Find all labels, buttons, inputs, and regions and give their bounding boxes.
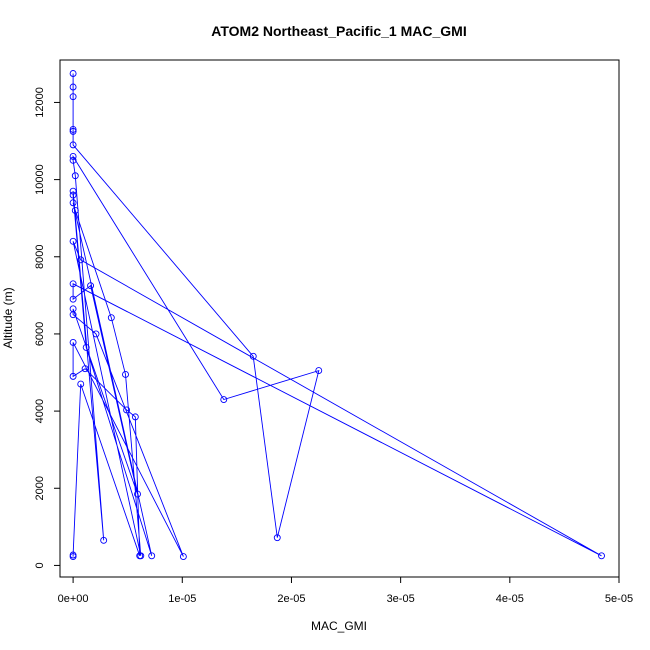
y-tick-label: 0 (34, 562, 46, 568)
data-point (77, 380, 85, 388)
data-point (148, 552, 156, 560)
data-point (87, 282, 95, 290)
data-point (134, 490, 141, 498)
data-point (131, 413, 139, 421)
x-tick-label: 5e-05 (605, 593, 633, 605)
chart-title: ATOM2 Northeast_Pacific_1 MAC_GMI (211, 23, 466, 39)
y-tick-label: 8000 (34, 245, 46, 269)
data-point (69, 127, 77, 135)
data-point (107, 314, 115, 322)
x-tick-label: 2e-05 (277, 593, 305, 605)
data-point (69, 295, 77, 303)
data-point (92, 330, 100, 338)
x-tick-label: 3e-05 (387, 593, 415, 605)
data-point (69, 372, 77, 380)
data-point (179, 553, 187, 561)
data-point (69, 187, 77, 195)
x-axis: 0e+00 1e-05 2e-05 3e-05 4e-05 5e-05 (58, 576, 633, 605)
data-point (77, 256, 85, 264)
data-point (69, 125, 77, 133)
data-point (69, 93, 77, 101)
data-point (100, 536, 108, 544)
data-point (220, 396, 228, 403)
data-point (315, 367, 323, 375)
data-point (598, 552, 605, 560)
x-tick-label: 0e+00 (58, 593, 89, 605)
data-point (69, 338, 77, 346)
data-point (81, 365, 89, 373)
data-point (249, 352, 257, 360)
x-tick-label: 1e-05 (168, 593, 196, 605)
data-point (273, 534, 281, 542)
data-point (69, 191, 77, 199)
plot-frame (59, 59, 620, 578)
data-point (69, 553, 77, 561)
data-point (122, 370, 129, 378)
y-axis: 0 2000 4000 6000 8000 10000 12000 (34, 87, 61, 568)
data-point (123, 406, 131, 414)
data-point (69, 280, 77, 288)
data-point (71, 172, 79, 180)
data-point (69, 141, 77, 149)
data-point (69, 83, 77, 91)
data-point (69, 70, 77, 77)
series-layer (69, 70, 605, 561)
data-point (69, 199, 77, 207)
y-tick-label: 4000 (34, 399, 46, 423)
data-point (69, 237, 77, 245)
y-tick-label: 10000 (34, 164, 46, 195)
data-point (71, 207, 79, 214)
y-tick-label: 12000 (34, 87, 46, 118)
x-tick-label: 4e-05 (496, 593, 524, 605)
data-point (69, 153, 77, 160)
y-axis-label: Altitude (m) (1, 287, 15, 348)
data-point (136, 552, 144, 560)
data-point (69, 311, 77, 319)
series-line (72, 73, 602, 557)
x-axis-label: MAC_GMI (311, 619, 367, 633)
data-point (69, 156, 77, 164)
y-tick-label: 2000 (34, 476, 46, 500)
y-tick-label: 6000 (34, 322, 46, 346)
data-point (82, 343, 90, 351)
